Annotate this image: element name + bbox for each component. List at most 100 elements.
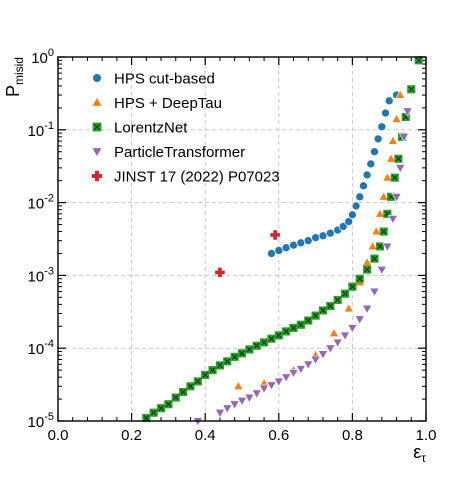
- data-point: [270, 230, 280, 240]
- legend-marker: [92, 122, 102, 132]
- data-point: [233, 380, 244, 390]
- data-point: [387, 215, 398, 225]
- data-point: [186, 382, 195, 391]
- data-point: [214, 409, 225, 419]
- data-point: [192, 417, 203, 427]
- data-point: [274, 245, 284, 255]
- data-point: [251, 389, 262, 399]
- y-tick-label: 10-3: [28, 265, 54, 285]
- data-point: [391, 193, 402, 203]
- data-point: [245, 345, 254, 354]
- data-point: [296, 238, 306, 248]
- y-tick-base: 10: [28, 123, 45, 140]
- data-point: [266, 381, 277, 391]
- legend-entry: ParticleTransformer: [91, 144, 245, 161]
- gridlines: [58, 57, 426, 421]
- data-point: [156, 404, 166, 413]
- x-tick-label: 0.8: [342, 427, 363, 444]
- legend-label: JINST 17 (2022) P07023: [114, 169, 280, 186]
- plot-frame: [57, 56, 427, 422]
- y-tick-label: 10-4: [28, 338, 54, 358]
- legend-entry: HPS cut-based: [92, 71, 215, 88]
- y-tick-exponent: -5: [44, 411, 54, 423]
- data-point: [274, 331, 283, 340]
- data-point: [374, 208, 386, 218]
- data-point: [407, 85, 416, 94]
- data-point: [325, 344, 336, 354]
- data-point: [288, 369, 299, 379]
- svg-text:10-1: 10-1: [28, 120, 54, 140]
- data-point: [394, 154, 403, 163]
- legend-marker: [92, 73, 102, 83]
- major-ticks: [57, 56, 427, 422]
- legend-marker: [91, 96, 103, 107]
- data-point: [223, 357, 232, 366]
- y-tick-exponent: -4: [44, 338, 54, 350]
- series-triangle-down: [192, 107, 413, 427]
- data-point: [237, 349, 247, 358]
- data-point: [347, 210, 357, 220]
- data-point: [402, 107, 413, 117]
- data-point: [338, 221, 348, 231]
- y-tick-label: 10-1: [28, 120, 54, 140]
- svg-text:10-3: 10-3: [28, 265, 54, 285]
- data-point: [282, 327, 291, 336]
- legend-entry: JINST 17 (2022) P07023: [91, 169, 280, 186]
- data-point: [387, 135, 398, 145]
- data-point: [311, 233, 321, 243]
- x-tick-label: 0.0: [48, 427, 69, 444]
- legend-label: HPS cut-based: [114, 71, 215, 88]
- legend-marker: [91, 170, 103, 182]
- data-point: [289, 240, 299, 250]
- data-point: [395, 89, 406, 99]
- data-point: [259, 384, 270, 394]
- legend-entry: LorentzNet: [92, 120, 188, 137]
- data-point: [344, 217, 354, 226]
- data-point: [317, 350, 329, 360]
- data-point: [179, 387, 188, 397]
- data-point: [326, 301, 335, 311]
- data-point: [414, 56, 423, 65]
- data-point: [304, 316, 313, 325]
- data-point: [295, 365, 306, 375]
- svg-text:10-4: 10-4: [28, 338, 54, 358]
- series-circle: [266, 90, 402, 258]
- data-point: [340, 289, 350, 298]
- data-point: [318, 306, 328, 315]
- data-point: [149, 408, 158, 417]
- y-tick-base: 10: [28, 414, 45, 431]
- data-point: [385, 153, 397, 163]
- data-markers: [142, 56, 423, 427]
- data-point: [171, 393, 180, 402]
- data-point: [208, 366, 217, 375]
- y-tick-exponent: -2: [44, 193, 54, 205]
- data-point: [391, 113, 402, 123]
- data-point: [348, 282, 357, 291]
- data-point: [164, 400, 173, 409]
- data-point: [339, 331, 351, 341]
- x-tick-label: 0.4: [195, 427, 216, 444]
- data-point: [351, 201, 361, 211]
- data-point: [371, 226, 382, 236]
- data-point: [303, 360, 314, 370]
- data-point: [373, 134, 383, 144]
- data-point: [328, 327, 340, 338]
- y-tick-base: 10: [28, 196, 45, 213]
- x-tick-labels: 0.0 0.2 0.4 0.6 0.8 1.0: [48, 427, 437, 444]
- data-point: [398, 133, 409, 143]
- y-tick-labels: 100 10-1 10-2 10-3 10-4 10-5: [28, 47, 54, 431]
- y-tick-base: 10: [28, 341, 45, 358]
- svg-text:10-2: 10-2: [28, 193, 54, 213]
- data-point: [266, 249, 276, 258]
- data-point: [355, 192, 365, 202]
- data-point: [310, 355, 321, 365]
- data-point: [370, 147, 379, 157]
- y-tick-exponent: -3: [44, 265, 54, 277]
- svg-text:100: 100: [31, 47, 54, 67]
- data-point: [362, 170, 372, 180]
- data-point: [378, 191, 389, 201]
- data-point: [215, 361, 224, 370]
- data-point: [236, 397, 248, 407]
- data-point: [215, 267, 225, 278]
- data-point: [381, 108, 391, 118]
